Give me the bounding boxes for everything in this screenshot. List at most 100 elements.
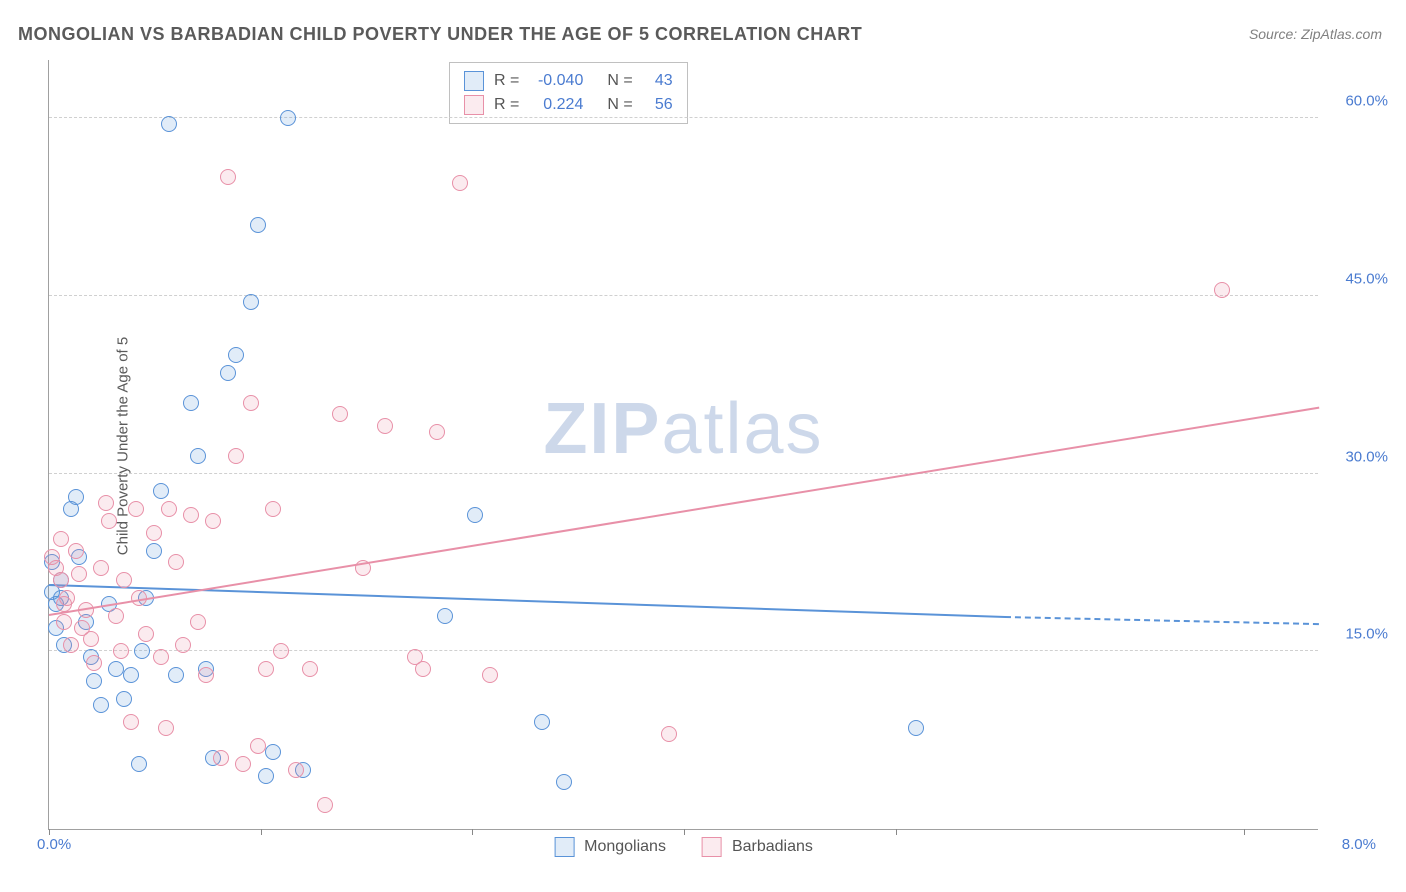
- data-point: [93, 560, 109, 576]
- data-point: [437, 608, 453, 624]
- data-point: [190, 614, 206, 630]
- data-point: [68, 489, 84, 505]
- source-attribution: Source: ZipAtlas.com: [1249, 26, 1382, 42]
- data-point: [661, 726, 677, 742]
- data-point: [93, 697, 109, 713]
- data-point: [243, 395, 259, 411]
- data-point: [56, 614, 72, 630]
- legend-swatch: [554, 837, 574, 857]
- data-point: [63, 637, 79, 653]
- trend-line-extrapolated: [1005, 616, 1319, 625]
- data-point: [123, 714, 139, 730]
- x-axis-min-label: 0.0%: [37, 836, 71, 853]
- data-point: [161, 501, 177, 517]
- data-point: [213, 750, 229, 766]
- data-point: [168, 554, 184, 570]
- data-point: [146, 543, 162, 559]
- x-tick-mark: [684, 829, 685, 835]
- x-tick-mark: [896, 829, 897, 835]
- data-point: [128, 501, 144, 517]
- x-tick-mark: [472, 829, 473, 835]
- data-point: [302, 661, 318, 677]
- x-axis-max-label: 8.0%: [1342, 836, 1376, 853]
- data-point: [250, 217, 266, 233]
- legend-r-value: 0.224: [529, 93, 583, 117]
- watermark-rest: atlas: [661, 389, 823, 469]
- data-point: [183, 507, 199, 523]
- data-point: [258, 768, 274, 784]
- y-tick-label: 30.0%: [1345, 448, 1388, 465]
- legend-swatch: [464, 71, 484, 91]
- gridline: [49, 295, 1318, 296]
- data-point: [116, 572, 132, 588]
- legend-r-label: R =: [494, 93, 519, 117]
- data-point: [101, 513, 117, 529]
- data-point: [452, 175, 468, 191]
- data-point: [429, 424, 445, 440]
- data-point: [228, 448, 244, 464]
- data-point: [198, 667, 214, 683]
- legend-series-item: Barbadians: [702, 837, 813, 857]
- data-point: [153, 483, 169, 499]
- data-point: [59, 590, 75, 606]
- legend-series-label: Barbadians: [732, 838, 813, 856]
- data-point: [116, 691, 132, 707]
- x-tick-mark: [1244, 829, 1245, 835]
- data-point: [86, 673, 102, 689]
- legend-n-label: N =: [607, 69, 632, 93]
- data-point: [161, 116, 177, 132]
- data-point: [71, 566, 87, 582]
- data-point: [1214, 282, 1230, 298]
- data-point: [556, 774, 572, 790]
- data-point: [123, 667, 139, 683]
- legend-n-value: 56: [643, 93, 673, 117]
- data-point: [53, 572, 69, 588]
- x-tick-mark: [49, 829, 50, 835]
- legend-n-label: N =: [607, 93, 632, 117]
- data-point: [317, 797, 333, 813]
- legend-r-value: -0.040: [529, 69, 583, 93]
- data-point: [168, 667, 184, 683]
- data-point: [86, 655, 102, 671]
- data-point: [250, 738, 266, 754]
- plot-area: ZIPatlas R =-0.040N =43R =0.224N =56 Mon…: [48, 60, 1318, 830]
- data-point: [158, 720, 174, 736]
- legend-series-label: Mongolians: [584, 838, 666, 856]
- legend-stat-row: R = -0.040 N = 43: [464, 69, 673, 93]
- data-point: [265, 501, 281, 517]
- data-point: [228, 347, 244, 363]
- data-point: [332, 406, 348, 422]
- data-point: [205, 513, 221, 529]
- data-point: [220, 169, 236, 185]
- legend-n-value: 43: [643, 69, 673, 93]
- legend-swatch: [464, 95, 484, 115]
- legend-series: Mongolians Barbadians: [554, 837, 813, 857]
- legend-swatch: [702, 837, 722, 857]
- data-point: [68, 543, 84, 559]
- data-point: [138, 626, 154, 642]
- data-point: [175, 637, 191, 653]
- data-point: [53, 531, 69, 547]
- legend-stats-box: R = -0.040 N = 43 R = 0.224 N = 56: [449, 62, 688, 124]
- data-point: [98, 495, 114, 511]
- data-point: [113, 643, 129, 659]
- legend-series-item: Mongolians: [554, 837, 666, 857]
- data-point: [288, 762, 304, 778]
- chart-title: MONGOLIAN VS BARBADIAN CHILD POVERTY UND…: [18, 24, 862, 45]
- data-point: [280, 110, 296, 126]
- legend-r-label: R =: [494, 69, 519, 93]
- data-point: [220, 365, 236, 381]
- data-point: [258, 661, 274, 677]
- data-point: [108, 661, 124, 677]
- y-tick-label: 15.0%: [1345, 626, 1388, 643]
- x-tick-mark: [261, 829, 262, 835]
- gridline: [49, 117, 1318, 118]
- trend-line: [49, 584, 1005, 618]
- data-point: [534, 714, 550, 730]
- data-point: [108, 608, 124, 624]
- gridline: [49, 473, 1318, 474]
- data-point: [146, 525, 162, 541]
- data-point: [134, 643, 150, 659]
- data-point: [235, 756, 251, 772]
- legend-stat-row: R = 0.224 N = 56: [464, 93, 673, 117]
